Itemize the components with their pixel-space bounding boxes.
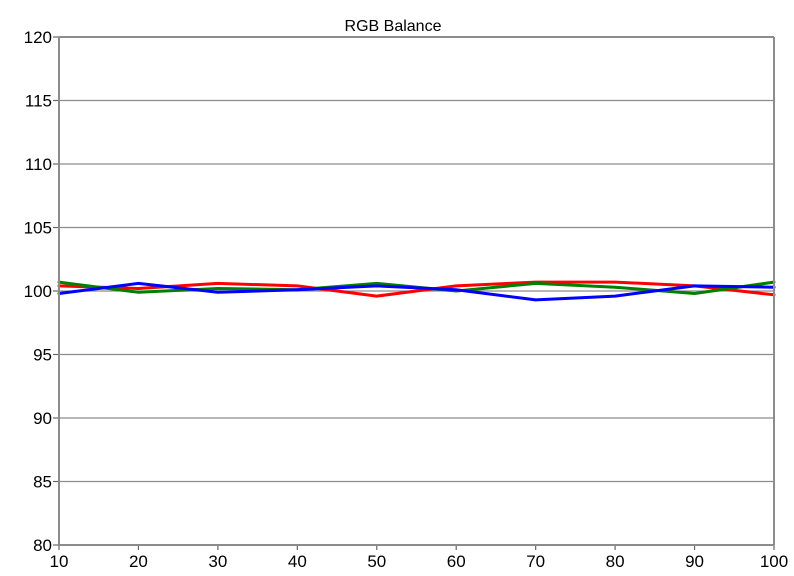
x-tick-label: 20	[129, 552, 148, 571]
y-tick-label: 80	[33, 536, 52, 555]
x-tick-label: 30	[208, 552, 227, 571]
y-tick-label: 120	[24, 28, 52, 47]
series-line-2	[57, 281, 776, 302]
y-tick-label: 85	[33, 473, 52, 492]
x-tick-label: 10	[50, 552, 69, 571]
y-tick-label: 100	[24, 282, 52, 301]
x-tick-label: 100	[760, 552, 788, 571]
x-tick-label: 60	[447, 552, 466, 571]
x-tick-label: 80	[606, 552, 625, 571]
tick-label-layer: 80 85 90 95 100 105 110 115 120 10 20 30 40 50 60 70 80 9…	[24, 28, 789, 571]
axis-layer	[53, 36, 775, 550]
chart-title: RGB Balance	[345, 18, 442, 35]
y-tick-label: 90	[33, 409, 52, 428]
y-tick-label: 95	[33, 346, 52, 365]
x-tick-label: 90	[685, 552, 704, 571]
x-tick-label: 70	[526, 552, 545, 571]
x-tick-label: 40	[288, 552, 307, 571]
series-layer	[57, 280, 776, 302]
series-line-0	[57, 280, 776, 298]
y-tick-label: 105	[24, 219, 52, 238]
y-tick-label: 115	[25, 92, 52, 111]
x-tick-label: 50	[367, 552, 386, 571]
y-tick-label: 110	[25, 155, 52, 174]
